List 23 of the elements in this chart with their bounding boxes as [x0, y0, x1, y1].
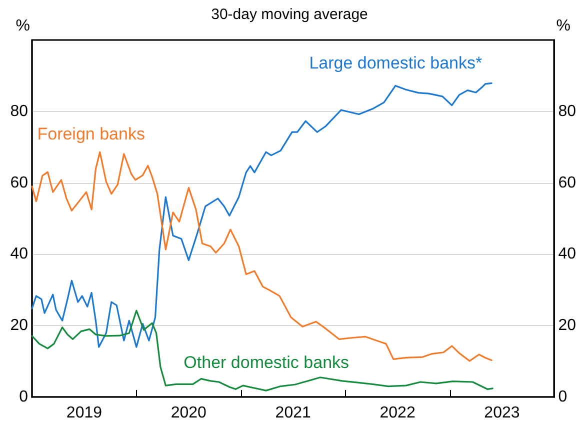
series-label: Foreign banks [37, 124, 145, 144]
line-series [31, 82, 492, 348]
chart-title: 30-day moving average [211, 6, 368, 23]
y2-tick-label: 60 [558, 174, 576, 192]
x-tick-label: 2019 [66, 404, 102, 422]
line-series [31, 310, 494, 392]
y2-tick-label: 80 [558, 102, 576, 120]
y2-tick-label: 20 [558, 317, 576, 334]
series-label: Other domestic banks [184, 353, 350, 372]
x-tick-label: 2020 [170, 404, 207, 422]
y-tick-label: 80 [10, 102, 28, 120]
y-tick-label: 0 [19, 388, 28, 406]
y2-tick-label: 0 [558, 388, 568, 406]
x-tick-label: 2021 [275, 404, 311, 422]
series-label: Large domestic banks* [309, 53, 483, 72]
y-axis-title: % [16, 18, 30, 34]
y-tick-label: 40 [10, 246, 28, 263]
y2-axis-title: % [556, 18, 570, 34]
x-tick-label: 2023 [484, 404, 520, 422]
y2-tick-label: 40 [558, 246, 576, 263]
y-tick-label: 60 [10, 174, 28, 192]
x-tick-label: 2022 [380, 404, 416, 422]
y-tick-label: 20 [10, 317, 28, 334]
